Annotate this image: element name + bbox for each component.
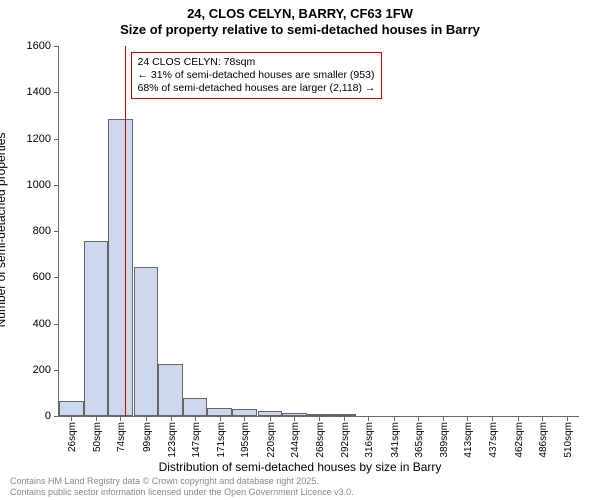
xtick-label: 365sqm (414, 422, 425, 458)
ytick-line (54, 231, 59, 232)
xtick-label: 147sqm (191, 422, 202, 458)
marker-line (125, 46, 126, 416)
ytick-label: 1000 (27, 179, 51, 191)
ytick-label: 0 (45, 410, 51, 422)
xtick-line (542, 416, 543, 421)
histogram-bar (59, 401, 84, 416)
xtick-line (518, 416, 519, 421)
ytick-line (54, 324, 59, 325)
annotation-line-1: 24 CLOS CELYN: 78sqm (138, 56, 376, 69)
ytick-label: 600 (33, 271, 51, 283)
xtick-label: 268sqm (315, 422, 326, 458)
xtick-line (220, 416, 221, 421)
xtick-line (492, 416, 493, 421)
xtick-line (71, 416, 72, 421)
xtick-line (344, 416, 345, 421)
annotation-line-2: ← 31% of semi-detached houses are smalle… (138, 69, 376, 82)
ytick-line (54, 185, 59, 186)
histogram-bar (84, 241, 109, 416)
xtick-line (467, 416, 468, 421)
ytick-line (54, 46, 59, 47)
y-axis-label: Number of semi-detached properties (0, 133, 8, 328)
ytick-line (54, 416, 59, 417)
histogram-bar (108, 119, 133, 416)
ytick-label: 800 (33, 225, 51, 237)
xtick-label: 99sqm (142, 422, 153, 452)
title-line-2: Size of property relative to semi-detach… (0, 22, 600, 38)
chart-container: 24, CLOS CELYN, BARRY, CF63 1FW Size of … (0, 0, 600, 500)
histogram-bar (331, 414, 356, 416)
xtick-line (368, 416, 369, 421)
title-block: 24, CLOS CELYN, BARRY, CF63 1FW Size of … (0, 0, 600, 39)
xtick-label: 510sqm (563, 422, 574, 458)
xtick-line (418, 416, 419, 421)
xtick-label: 413sqm (463, 422, 474, 458)
histogram-bar (307, 414, 332, 416)
annotation-line-3: 68% of semi-detached houses are larger (… (138, 82, 376, 95)
ytick-line (54, 139, 59, 140)
xtick-line (120, 416, 121, 421)
ytick-label: 200 (33, 364, 51, 376)
xtick-label: 462sqm (514, 422, 525, 458)
xtick-label: 486sqm (538, 422, 549, 458)
histogram-bar (207, 408, 232, 416)
xtick-line (394, 416, 395, 421)
title-line-1: 24, CLOS CELYN, BARRY, CF63 1FW (0, 6, 600, 22)
histogram-bar (282, 413, 307, 416)
xtick-label: 171sqm (216, 422, 227, 458)
histogram-bar (183, 398, 208, 417)
xtick-line (146, 416, 147, 421)
xtick-label: 50sqm (92, 422, 103, 452)
plot-area: 0200400600800100012001400160026sqm50sqm7… (58, 46, 579, 417)
xtick-line (244, 416, 245, 421)
xtick-line (294, 416, 295, 421)
ytick-label: 400 (33, 318, 51, 330)
footnote-line-2: Contains public sector information licen… (10, 487, 354, 498)
histogram-bar (158, 364, 183, 416)
xtick-line (567, 416, 568, 421)
ytick-label: 1600 (27, 40, 51, 52)
ytick-line (54, 92, 59, 93)
xtick-label: 437sqm (488, 422, 499, 458)
xtick-label: 220sqm (266, 422, 277, 458)
xtick-label: 74sqm (116, 422, 127, 452)
ytick-label: 1400 (27, 86, 51, 98)
ytick-label: 1200 (27, 133, 51, 145)
histogram-bar (258, 411, 283, 416)
xtick-label: 195sqm (240, 422, 251, 458)
histogram-bar (232, 409, 257, 416)
annotation-box: 24 CLOS CELYN: 78sqm ← 31% of semi-detac… (131, 52, 383, 99)
ytick-line (54, 277, 59, 278)
xtick-line (195, 416, 196, 421)
xtick-label: 244sqm (290, 422, 301, 458)
xtick-label: 316sqm (364, 422, 375, 458)
xtick-line (270, 416, 271, 421)
xtick-label: 123sqm (167, 422, 178, 458)
xtick-line (171, 416, 172, 421)
xtick-label: 26sqm (67, 422, 78, 452)
xtick-line (319, 416, 320, 421)
footnote-line-1: Contains HM Land Registry data © Crown c… (10, 476, 354, 487)
xtick-line (96, 416, 97, 421)
histogram-bar (134, 267, 159, 416)
footnote: Contains HM Land Registry data © Crown c… (10, 476, 354, 498)
xtick-label: 341sqm (390, 422, 401, 458)
xtick-label: 292sqm (340, 422, 351, 458)
xtick-line (443, 416, 444, 421)
ytick-line (54, 370, 59, 371)
xtick-label: 389sqm (439, 422, 450, 458)
x-axis-label: Distribution of semi-detached houses by … (0, 460, 600, 474)
